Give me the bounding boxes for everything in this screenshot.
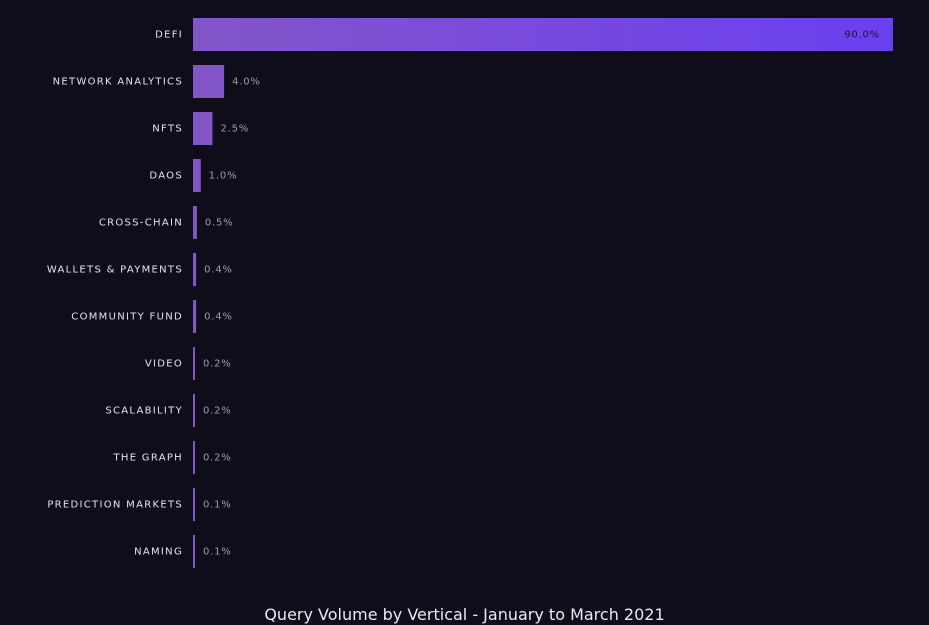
category-label: SCALABILITY <box>105 406 183 417</box>
value-label: 0.4% <box>204 312 233 323</box>
value-label: 0.1% <box>203 547 232 558</box>
category-label: DEFI <box>155 30 183 41</box>
bar <box>193 112 213 145</box>
bar <box>193 347 195 380</box>
category-label: PREDICTION MARKETS <box>47 500 183 511</box>
bar <box>193 159 201 192</box>
bar <box>193 253 197 286</box>
bar <box>193 206 197 239</box>
bar <box>193 65 225 98</box>
category-label: COMMUNITY FUND <box>71 312 183 323</box>
category-label: VIDEO <box>145 359 183 370</box>
bar-row: COMMUNITY FUND 0.4% <box>71 300 232 333</box>
value-label: 0.2% <box>203 453 232 464</box>
value-label: 0.5% <box>205 218 234 229</box>
category-label: THE GRAPH <box>112 453 183 464</box>
bar-row: PREDICTION MARKETS 0.1% <box>47 488 231 521</box>
bar <box>193 394 195 427</box>
category-label: NFTS <box>152 124 183 135</box>
value-label: 1.0% <box>209 171 238 182</box>
bar-row: NETWORK ANALYTICS 4.0% <box>53 65 261 98</box>
value-label: 0.1% <box>203 500 232 511</box>
value-label: 90.0% <box>844 30 880 41</box>
bar <box>193 300 197 333</box>
bar-row: VIDEO 0.2% <box>145 347 232 380</box>
bar-row: WALLETS & PAYMENTS 0.4% <box>47 253 233 286</box>
category-label: NETWORK ANALYTICS <box>53 77 183 88</box>
category-label: DAOS <box>149 171 183 182</box>
bars-layer: DEFI 90.0% NETWORK ANALYTICS 4.0% NFTS 2.5% DA… <box>47 18 893 568</box>
bar-row: THE GRAPH 0.2% <box>112 441 231 474</box>
category-label: WALLETS & PAYMENTS <box>47 265 183 276</box>
bar <box>193 441 195 474</box>
bar <box>193 488 195 521</box>
bar <box>193 18 893 51</box>
category-label: CROSS-CHAIN <box>99 218 183 229</box>
value-label: 0.2% <box>203 359 232 370</box>
value-label: 4.0% <box>232 77 261 88</box>
bar-row: SCALABILITY 0.2% <box>105 394 231 427</box>
bar-chart: DEFI 90.0% NETWORK ANALYTICS 4.0% NFTS 2.5% DA… <box>47 18 893 568</box>
value-label: 2.5% <box>220 124 249 135</box>
bar-row: DEFI 90.0% <box>155 18 893 51</box>
bar-row: DAOS 1.0% <box>149 159 237 192</box>
bar-row: CROSS-CHAIN 0.5% <box>99 206 234 239</box>
bar <box>193 535 195 568</box>
chart-title: Query Volume by Vertical - January to Ma… <box>264 605 665 624</box>
value-label: 0.2% <box>203 406 232 417</box>
bar-row: NFTS 2.5% <box>152 112 249 145</box>
category-label: NAMING <box>134 547 183 558</box>
value-label: 0.4% <box>204 265 233 276</box>
bar-row: NAMING 0.1% <box>134 535 232 568</box>
